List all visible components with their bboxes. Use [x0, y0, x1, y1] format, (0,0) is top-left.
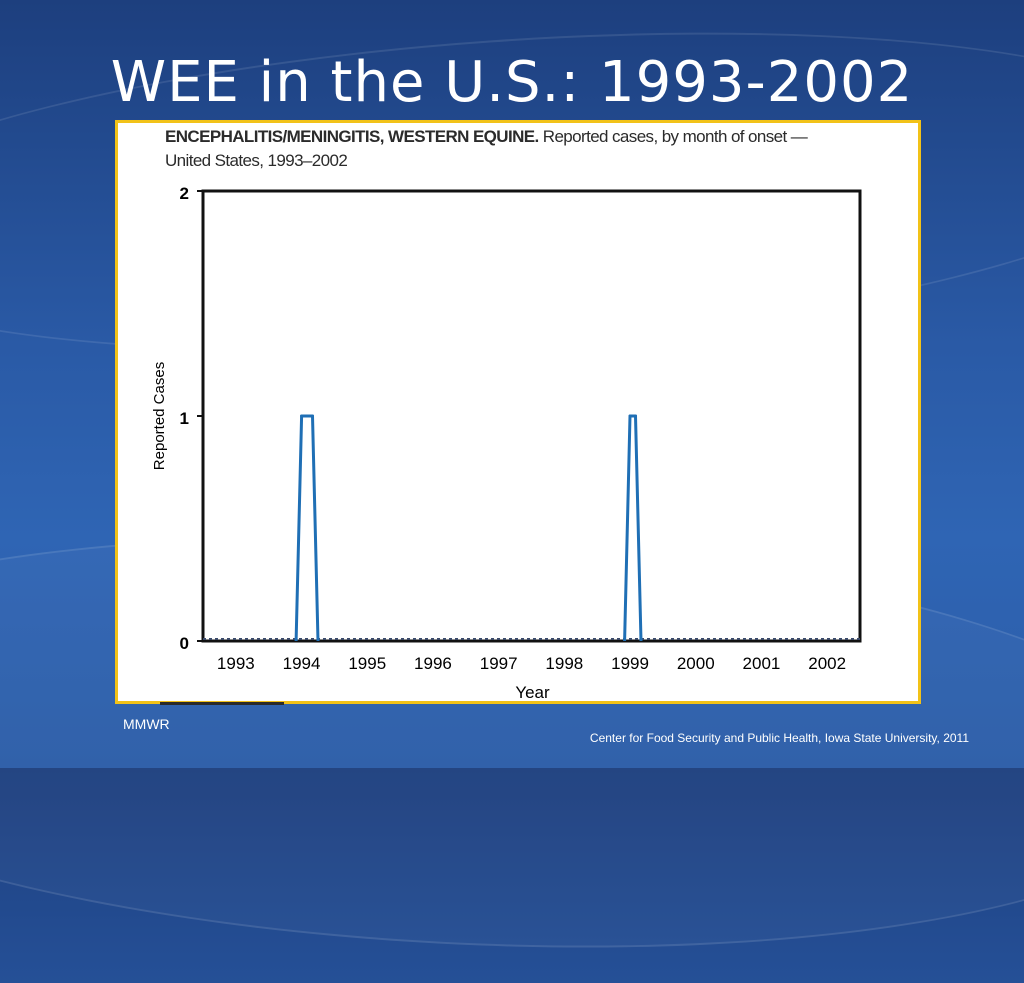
series-line	[623, 414, 643, 642]
footer-credit: Center for Food Security and Public Heal…	[589, 731, 969, 745]
chart-title-bold: ENCEPHALITIS/MENINGITIS, WESTERN EQUINE.	[165, 127, 539, 146]
y-axis-label: Reported Cases	[151, 362, 168, 470]
x-tick-label: 1995	[348, 654, 386, 673]
x-tick-label: 1998	[545, 654, 583, 673]
data-point	[300, 414, 304, 418]
chart-subtitle: United States, 1993–2002	[165, 151, 348, 170]
x-tick-label: 1994	[283, 654, 321, 673]
x-tick-label: 2001	[743, 654, 781, 673]
y-tick-label: 1	[180, 409, 189, 428]
underline-bar	[160, 702, 284, 705]
x-tick-label: 1996	[414, 654, 452, 673]
chart-frame: ENCEPHALITIS/MENINGITIS, WESTERN EQUINE.…	[115, 120, 921, 704]
data-point	[628, 414, 632, 418]
chart-title: ENCEPHALITIS/MENINGITIS, WESTERN EQUINE.…	[165, 127, 808, 147]
x-tick-label: 1993	[217, 654, 255, 673]
y-tick-label: 2	[180, 184, 189, 203]
chart-svg: 0 1 2 1993 1994 1995 1996 1997 1998 1999 2000 2001 2…	[151, 184, 862, 701]
x-tick-label: 2002	[808, 654, 846, 673]
data-point	[634, 414, 638, 418]
series-line	[294, 414, 320, 642]
x-axis-label: Year	[515, 683, 550, 701]
x-tick-label: 1999	[611, 654, 649, 673]
x-tick-label: 1997	[480, 654, 518, 673]
chart-title-rest: Reported cases, by month of onset —	[538, 127, 808, 146]
slide-title: WEE in the U.S.: 1993-2002	[110, 50, 914, 115]
data-point	[311, 414, 314, 418]
y-tick-label: 0	[180, 634, 189, 653]
source-note: MMWR	[123, 716, 170, 732]
x-tick-label: 2000	[677, 654, 715, 673]
data-point	[305, 414, 309, 418]
